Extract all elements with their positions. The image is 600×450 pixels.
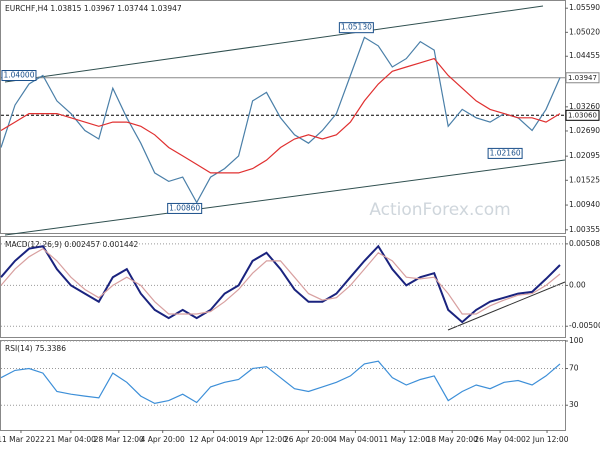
series-line — [0, 36, 561, 204]
x-tick-label: 11 Mar 2022 — [0, 435, 45, 444]
x-tick-label: 28 Mar 12:00 — [94, 435, 144, 444]
annotation-label: 1.04000 — [3, 71, 34, 80]
panel-title: RSI(14) 75.3386 — [5, 344, 66, 353]
y-tick-label: 1.00940 — [569, 200, 600, 209]
annotation-box — [167, 202, 203, 214]
y-tick-label: 1.02690 — [569, 126, 600, 135]
y-tick-label: -0.005002 — [569, 321, 600, 330]
annotation-box — [338, 22, 374, 34]
series-line — [0, 57, 561, 174]
channel-upper — [4, 5, 544, 83]
watermark: ActionForex.com — [369, 200, 510, 220]
x-tick-label: 26 May 04:00 — [474, 435, 526, 444]
y-tick-label: 1.01525 — [569, 175, 600, 184]
macd-panel — [0, 236, 566, 338]
y-tick-label: 0.00 — [569, 280, 586, 289]
macd-trendline — [447, 281, 566, 331]
rsi-panel — [0, 340, 566, 431]
annotation-label: 1.05130 — [341, 23, 372, 32]
x-tick-label: 11 May 12:00 — [379, 435, 431, 444]
level-box — [565, 72, 600, 84]
x-tick-label: 26 Apr 20:00 — [284, 435, 333, 444]
y-tick-label: 1.05590 — [569, 3, 600, 12]
y-tick-label: 1.03260 — [569, 102, 600, 111]
x-tick-label: 4 May 04:00 — [332, 435, 379, 444]
y-tick-label: 1.05020 — [569, 27, 600, 36]
channel-lower — [4, 159, 566, 236]
series-line — [0, 244, 561, 324]
x-tick-label: 4 Apr 20:00 — [141, 435, 185, 444]
price-panel — [0, 0, 566, 234]
panel-title: MACD(12,26,9) 0.002457 0.001442 — [5, 240, 139, 249]
annotation-box — [487, 147, 523, 159]
level-label: 1.03060 — [568, 111, 597, 119]
x-tick-label: 21 Mar 04:00 — [46, 435, 96, 444]
x-tick-label: 2 Jun 12:00 — [526, 435, 569, 444]
annotation-label: 1.02160 — [490, 148, 521, 157]
annotation-box — [1, 70, 37, 82]
y-tick-label: 100 — [569, 336, 584, 345]
level-label: 1.03947 — [568, 74, 597, 82]
y-tick-label: 30 — [569, 400, 579, 409]
y-tick-label: 70 — [569, 364, 579, 373]
level-box — [565, 109, 600, 121]
series-line — [0, 247, 561, 315]
panel-title: EURCHF,H4 1.03815 1.03967 1.03744 1.0394… — [5, 4, 182, 13]
x-tick-label: 18 May 20:00 — [426, 435, 478, 444]
annotation-label: 1.00860 — [169, 203, 200, 212]
y-tick-label: 1.02095 — [569, 151, 600, 160]
y-tick-label: 1.00355 — [569, 225, 600, 234]
series-line — [0, 360, 561, 405]
y-tick-label: 0.005089 — [569, 239, 600, 248]
y-tick-label: 1.04455 — [569, 51, 600, 60]
x-tick-label: 12 Apr 04:00 — [189, 435, 238, 444]
x-tick-label: 19 Apr 12:00 — [238, 435, 287, 444]
